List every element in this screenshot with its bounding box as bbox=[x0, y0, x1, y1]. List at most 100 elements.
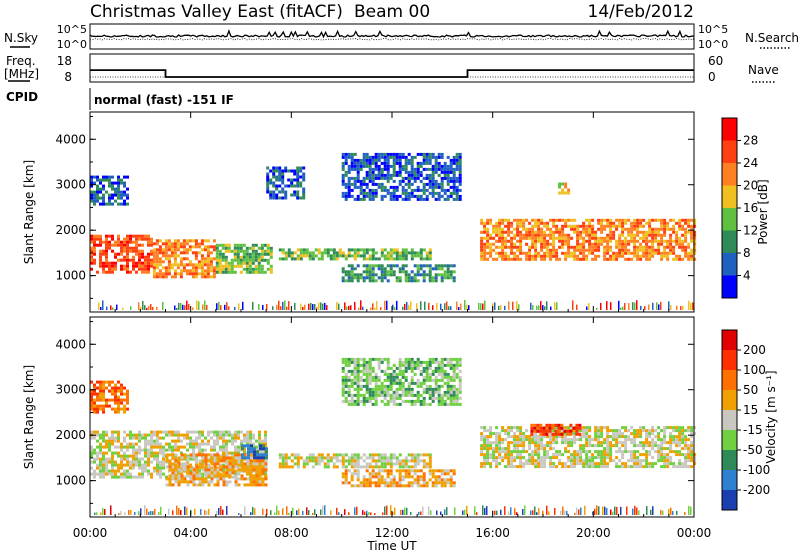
heatmap-cell bbox=[404, 188, 408, 192]
heatmap-cell bbox=[489, 218, 493, 222]
heatmap-cell bbox=[507, 245, 511, 249]
heatmap-cell bbox=[549, 459, 553, 463]
heatmap-cell bbox=[365, 484, 369, 488]
heatmap-cell bbox=[398, 155, 402, 159]
heatmap-cell bbox=[675, 239, 679, 243]
heatmap-cell bbox=[237, 471, 241, 475]
heatmap-cell bbox=[264, 445, 267, 449]
heatmap-cell bbox=[422, 390, 426, 394]
heatmap-cell bbox=[161, 275, 165, 279]
heatmap-cell bbox=[353, 185, 357, 189]
stripe-mark bbox=[116, 304, 118, 310]
stripe-mark bbox=[206, 305, 208, 310]
heatmap-cell bbox=[356, 393, 360, 397]
heatmap-cell bbox=[159, 442, 162, 446]
heatmap-cell bbox=[126, 454, 129, 458]
heatmap-cell bbox=[356, 357, 360, 361]
heatmap-cell bbox=[588, 426, 592, 430]
heatmap-cell bbox=[374, 191, 378, 195]
heatmap-cell bbox=[434, 360, 438, 364]
heatmap-cell bbox=[395, 366, 399, 370]
heatmap-cell bbox=[428, 152, 432, 156]
heatmap-cell bbox=[570, 453, 574, 457]
heatmap-cell bbox=[564, 441, 568, 445]
heatmap-cell bbox=[398, 481, 402, 485]
heatmap-cell bbox=[663, 453, 667, 457]
heatmap-cell bbox=[483, 459, 487, 463]
heatmap-cell bbox=[594, 248, 598, 252]
colorbar-tick-label: 8 bbox=[743, 246, 751, 260]
heatmap-cell bbox=[120, 193, 123, 197]
heatmap-cell bbox=[606, 456, 610, 460]
heatmap-cell bbox=[672, 239, 676, 243]
heatmap-cell bbox=[537, 453, 541, 457]
stripe-mark bbox=[680, 306, 682, 310]
heatmap-cell bbox=[257, 264, 261, 268]
heatmap-cell bbox=[365, 375, 369, 379]
heatmap-cell bbox=[663, 465, 667, 469]
heatmap-cell bbox=[96, 234, 99, 238]
heatmap-cell bbox=[416, 161, 420, 165]
heatmap-cell bbox=[627, 230, 631, 234]
heatmap-cell bbox=[156, 469, 159, 473]
nave-label: Nave bbox=[748, 63, 779, 77]
heatmap-cell bbox=[516, 257, 520, 261]
heatmap-cell bbox=[633, 233, 637, 237]
heatmap-cell bbox=[141, 475, 144, 479]
stripe-mark bbox=[196, 300, 198, 310]
heatmap-cell bbox=[534, 224, 538, 228]
heatmap-cell bbox=[431, 469, 435, 473]
heatmap-cell bbox=[419, 372, 423, 376]
heatmap-cell bbox=[386, 273, 390, 277]
heatmap-cell bbox=[249, 456, 253, 460]
heatmap-cell bbox=[486, 450, 490, 454]
heatmap-cell bbox=[693, 221, 697, 225]
heatmap-cell bbox=[539, 429, 543, 433]
heatmap-cell bbox=[606, 236, 610, 240]
heatmap-cell bbox=[690, 435, 694, 439]
heatmap-cell bbox=[120, 457, 123, 461]
heatmap-cell bbox=[401, 251, 405, 255]
heatmap-cell bbox=[344, 478, 348, 482]
heatmap-cell bbox=[368, 462, 372, 466]
heatmap-cell bbox=[543, 453, 547, 457]
heatmap-cell bbox=[419, 453, 423, 457]
heatmap-cell bbox=[296, 184, 300, 188]
heatmap-cell bbox=[177, 474, 181, 478]
heatmap-cell bbox=[278, 172, 282, 176]
heatmap-cell bbox=[353, 158, 357, 162]
heatmap-cell bbox=[687, 456, 691, 460]
heatmap-cell bbox=[528, 245, 532, 249]
heatmap-cell bbox=[639, 248, 643, 252]
heatmap-cell bbox=[241, 444, 244, 448]
heatmap-cell bbox=[522, 236, 526, 240]
heatmap-cell bbox=[648, 233, 652, 237]
heatmap-cell bbox=[389, 462, 393, 466]
heatmap-cell bbox=[260, 258, 264, 262]
heatmap-cell bbox=[266, 267, 270, 271]
heatmap-cell bbox=[371, 465, 375, 469]
heatmap-cell bbox=[371, 167, 375, 171]
heatmap-cell bbox=[218, 255, 222, 259]
heatmap-cell bbox=[170, 245, 174, 249]
heatmap-cell bbox=[191, 269, 195, 273]
heatmap-cell bbox=[383, 248, 387, 252]
heatmap-cell bbox=[392, 191, 396, 195]
heatmap-cell bbox=[606, 224, 610, 228]
heatmap-cell bbox=[239, 261, 243, 265]
heatmap-cell bbox=[548, 426, 552, 430]
heatmap-cell bbox=[231, 465, 235, 469]
heatmap-cell bbox=[422, 484, 426, 488]
heatmap-cell bbox=[234, 469, 237, 473]
heatmap-cell bbox=[489, 456, 493, 460]
heatmap-cell bbox=[567, 239, 571, 243]
heatmap-cell bbox=[353, 469, 357, 473]
heatmap-cell bbox=[281, 187, 285, 191]
heatmap-cell bbox=[182, 257, 186, 261]
heatmap-cell bbox=[114, 475, 117, 479]
heatmap-cell bbox=[96, 457, 99, 461]
heatmap-cell bbox=[207, 430, 210, 434]
heatmap-cell bbox=[368, 396, 372, 400]
heatmap-cell bbox=[195, 445, 198, 449]
heatmap-cell bbox=[117, 181, 120, 185]
